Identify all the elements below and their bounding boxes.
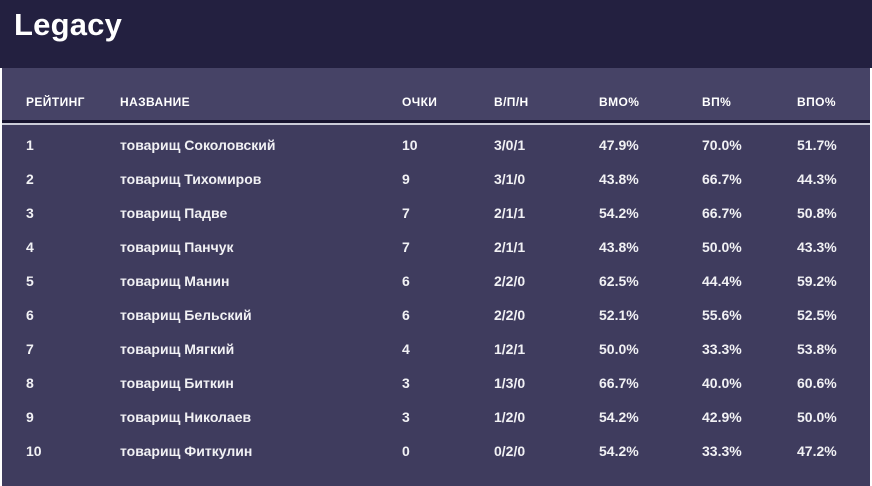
table-row[interactable]: 7 товарищ Мягкий 4 1/2/1 50.0% 33.3% 53.… bbox=[2, 332, 870, 366]
cell-ogw-pct: 47.2% bbox=[797, 443, 837, 459]
cell-wld: 3/0/1 bbox=[494, 137, 526, 153]
cell-ogw-pct: 44.3% bbox=[797, 171, 837, 187]
table-row[interactable]: 4 товарищ Панчук 7 2/1/1 43.8% 50.0% 43.… bbox=[2, 230, 870, 264]
cell-wld: 2/1/1 bbox=[494, 205, 526, 221]
cell-points: 7 bbox=[402, 205, 410, 221]
cell-gw-pct: 33.3% bbox=[702, 443, 742, 459]
cell-rating: 8 bbox=[26, 375, 34, 391]
cell-gw-pct: 66.7% bbox=[702, 171, 742, 187]
cell-ogw-pct: 52.5% bbox=[797, 307, 837, 323]
cell-gw-pct: 70.0% bbox=[702, 137, 742, 153]
column-header-rating[interactable]: РЕЙТИНГ bbox=[26, 95, 85, 109]
cell-omw-pct: 50.0% bbox=[599, 341, 639, 357]
cell-ogw-pct: 51.7% bbox=[797, 137, 837, 153]
cell-gw-pct: 50.0% bbox=[702, 239, 742, 255]
cell-omw-pct: 47.9% bbox=[599, 137, 639, 153]
cell-rating: 3 bbox=[26, 205, 34, 221]
cell-omw-pct: 43.8% bbox=[599, 239, 639, 255]
table-row[interactable]: 9 товарищ Николаев 3 1/2/0 54.2% 42.9% 5… bbox=[2, 400, 870, 434]
cell-wld: 2/1/1 bbox=[494, 239, 526, 255]
cell-rating: 10 bbox=[26, 443, 42, 459]
cell-name: товарищ Манин bbox=[120, 273, 230, 289]
cell-points: 6 bbox=[402, 273, 410, 289]
cell-name: товарищ Тихомиров bbox=[120, 171, 262, 187]
cell-points: 3 bbox=[402, 409, 410, 425]
cell-wld: 2/2/0 bbox=[494, 273, 526, 289]
cell-omw-pct: 43.8% bbox=[599, 171, 639, 187]
column-header-wld[interactable]: В/П/Н bbox=[494, 95, 529, 109]
cell-name: товарищ Бельский bbox=[120, 307, 252, 323]
cell-omw-pct: 66.7% bbox=[599, 375, 639, 391]
cell-ogw-pct: 59.2% bbox=[797, 273, 837, 289]
table-row[interactable]: 6 товарищ Бельский 6 2/2/0 52.1% 55.6% 5… bbox=[2, 298, 870, 332]
cell-name: товарищ Николаев bbox=[120, 409, 252, 425]
cell-points: 10 bbox=[402, 137, 418, 153]
table-row[interactable]: 8 товарищ Биткин 3 1/3/0 66.7% 40.0% 60.… bbox=[2, 366, 870, 400]
cell-gw-pct: 33.3% bbox=[702, 341, 742, 357]
cell-omw-pct: 54.2% bbox=[599, 205, 639, 221]
table-row[interactable]: 2 товарищ Тихомиров 9 3/1/0 43.8% 66.7% … bbox=[2, 162, 870, 196]
column-header-gw-pct[interactable]: ВП% bbox=[702, 95, 732, 109]
cell-gw-pct: 55.6% bbox=[702, 307, 742, 323]
cell-rating: 2 bbox=[26, 171, 34, 187]
cell-points: 3 bbox=[402, 375, 410, 391]
cell-gw-pct: 42.9% bbox=[702, 409, 742, 425]
standings-table: РЕЙТИНГ НАЗВАНИЕ ОЧКИ В/П/Н ВМО% ВП% ВПО… bbox=[2, 68, 870, 486]
cell-wld: 2/2/0 bbox=[494, 307, 526, 323]
cell-wld: 3/1/0 bbox=[494, 171, 526, 187]
cell-gw-pct: 44.4% bbox=[702, 273, 742, 289]
cell-points: 9 bbox=[402, 171, 410, 187]
cell-omw-pct: 62.5% bbox=[599, 273, 639, 289]
table-body: 1 товарищ Соколовский 10 3/0/1 47.9% 70.… bbox=[2, 123, 870, 486]
cell-omw-pct: 54.2% bbox=[599, 443, 639, 459]
cell-omw-pct: 52.1% bbox=[599, 307, 639, 323]
column-header-ogw-pct[interactable]: ВПО% bbox=[797, 95, 836, 109]
cell-ogw-pct: 60.6% bbox=[797, 375, 837, 391]
cell-gw-pct: 40.0% bbox=[702, 375, 742, 391]
cell-rating: 1 bbox=[26, 137, 34, 153]
cell-points: 7 bbox=[402, 239, 410, 255]
cell-omw-pct: 54.2% bbox=[599, 409, 639, 425]
cell-name: товарищ Мягкий bbox=[120, 341, 235, 357]
cell-name: товарищ Биткин bbox=[120, 375, 234, 391]
column-header-points[interactable]: ОЧКИ bbox=[402, 95, 438, 109]
cell-gw-pct: 66.7% bbox=[702, 205, 742, 221]
cell-ogw-pct: 50.0% bbox=[797, 409, 837, 425]
cell-wld: 0/2/0 bbox=[494, 443, 526, 459]
column-header-name[interactable]: НАЗВАНИЕ bbox=[120, 95, 191, 109]
cell-rating: 6 bbox=[26, 307, 34, 323]
cell-name: товарищ Соколовский bbox=[120, 137, 276, 153]
cell-name: товарищ Фиткулин bbox=[120, 443, 253, 459]
cell-ogw-pct: 43.3% bbox=[797, 239, 837, 255]
cell-points: 6 bbox=[402, 307, 410, 323]
title-band: Legacy bbox=[0, 0, 872, 68]
table-row[interactable]: 1 товарищ Соколовский 10 3/0/1 47.9% 70.… bbox=[2, 128, 870, 162]
cell-rating: 9 bbox=[26, 409, 34, 425]
cell-wld: 1/3/0 bbox=[494, 375, 526, 391]
cell-rating: 7 bbox=[26, 341, 34, 357]
table-row[interactable]: 3 товарищ Падве 7 2/1/1 54.2% 66.7% 50.8… bbox=[2, 196, 870, 230]
cell-name: товарищ Падве bbox=[120, 205, 228, 221]
cell-wld: 1/2/1 bbox=[494, 341, 526, 357]
cell-wld: 1/2/0 bbox=[494, 409, 526, 425]
cell-ogw-pct: 50.8% bbox=[797, 205, 837, 221]
table-row[interactable]: 5 товарищ Манин 6 2/2/0 62.5% 44.4% 59.2… bbox=[2, 264, 870, 298]
cell-name: товарищ Панчук bbox=[120, 239, 234, 255]
cell-points: 4 bbox=[402, 341, 410, 357]
cell-rating: 5 bbox=[26, 273, 34, 289]
column-header-omw-pct[interactable]: ВМО% bbox=[599, 95, 640, 109]
cell-points: 0 bbox=[402, 443, 410, 459]
cell-rating: 4 bbox=[26, 239, 34, 255]
table-header-row: РЕЙТИНГ НАЗВАНИЕ ОЧКИ В/П/Н ВМО% ВП% ВПО… bbox=[2, 68, 870, 123]
table-row[interactable]: 10 товарищ Фиткулин 0 0/2/0 54.2% 33.3% … bbox=[2, 434, 870, 468]
page-title: Legacy bbox=[14, 7, 123, 42]
cell-ogw-pct: 53.8% bbox=[797, 341, 837, 357]
